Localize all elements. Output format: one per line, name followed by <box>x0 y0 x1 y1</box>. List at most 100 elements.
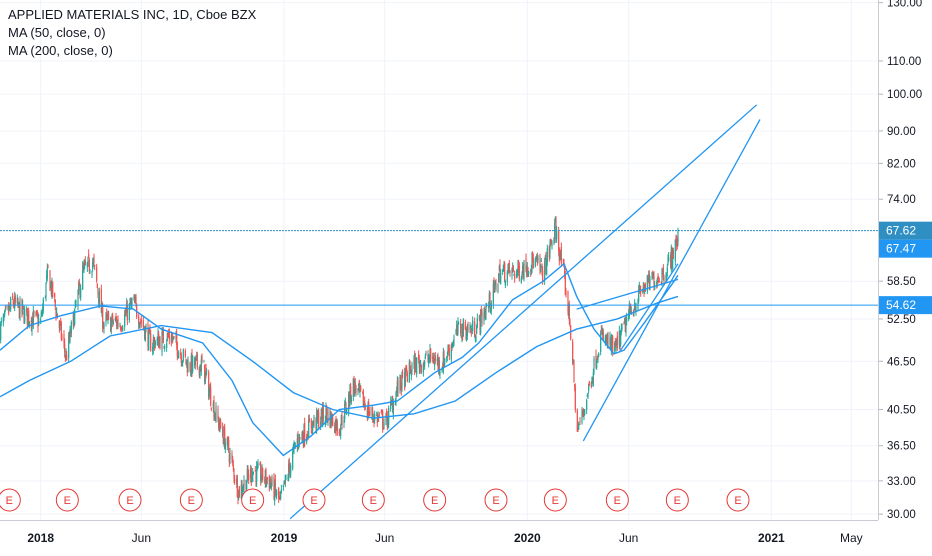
candle-body <box>430 348 432 360</box>
candle-body <box>344 402 346 405</box>
candle-body <box>573 363 575 382</box>
candle-body <box>91 271 93 275</box>
candle-body <box>359 386 361 393</box>
trend-line-2[interactable] <box>582 119 761 442</box>
candle-body <box>78 283 80 291</box>
earnings-marker[interactable]: E <box>423 488 447 512</box>
legend-ma200[interactable]: MA (200, close, 0) <box>8 43 113 58</box>
candle-body <box>302 435 304 445</box>
earnings-marker[interactable]: E <box>361 488 385 512</box>
candle-body <box>410 372 412 376</box>
candle-body <box>222 426 224 437</box>
candle-body <box>368 412 370 415</box>
candle-body <box>303 424 305 446</box>
earnings-marker[interactable]: E <box>726 488 750 512</box>
candle-body <box>452 343 454 347</box>
earnings-marker[interactable]: E <box>241 488 265 512</box>
candle-body <box>579 420 581 422</box>
candle-body <box>40 312 42 317</box>
time-tick-label: Jun <box>375 531 394 545</box>
candle-body <box>270 478 272 485</box>
candle-body <box>464 322 466 330</box>
candle-body <box>451 345 453 347</box>
candle-body <box>550 240 552 242</box>
earnings-circle <box>665 488 689 512</box>
candle-body <box>498 266 500 271</box>
earnings-marker[interactable]: E <box>665 488 689 512</box>
ma200-line[interactable] <box>0 295 679 419</box>
candle-body <box>287 476 289 479</box>
candle-body <box>191 352 193 373</box>
candle-body <box>108 314 110 316</box>
earnings-marker[interactable]: E <box>179 488 203 512</box>
hline-price-label-2[interactable]: 54.62 <box>886 298 916 312</box>
trend-line-3[interactable] <box>576 278 679 310</box>
candle-body <box>651 272 653 277</box>
candle-body <box>402 373 404 375</box>
candle-body <box>556 230 558 239</box>
candle-body <box>306 434 308 436</box>
trend-line-4[interactable] <box>620 263 679 351</box>
candle-body <box>600 333 602 353</box>
candle-body <box>394 402 396 405</box>
time-scale[interactable]: 2018 Jun 2019 Jun 2020 Jun 2021 May <box>0 520 878 551</box>
candle-body <box>289 464 291 474</box>
candle-body <box>299 437 301 439</box>
trend-line-1[interactable] <box>289 104 758 520</box>
candle-body <box>28 322 30 326</box>
earnings-label: E <box>6 495 13 507</box>
candle-body <box>66 355 68 361</box>
hline-price-label-1[interactable]: 67.62 <box>886 224 916 238</box>
candle-body <box>19 299 21 321</box>
candle-body <box>675 237 677 239</box>
ma50-line[interactable] <box>0 262 679 457</box>
price-tick-label: 46.50 <box>887 356 916 368</box>
candle-body <box>237 498 239 500</box>
candle-body <box>437 356 439 367</box>
candle-body <box>334 420 336 433</box>
candle-body <box>434 358 436 366</box>
candle-body <box>84 260 86 265</box>
candle-body <box>532 252 534 261</box>
candle-body <box>405 365 407 370</box>
earnings-marker[interactable]: E <box>118 488 142 512</box>
candle-body <box>460 335 462 338</box>
candle-body <box>79 284 81 296</box>
candle-body <box>220 421 222 428</box>
candle-body <box>367 404 369 419</box>
earnings-marker[interactable]: E <box>484 488 508 512</box>
legend-ma50[interactable]: MA (50, close, 0) <box>8 25 106 40</box>
candle-body <box>78 281 80 286</box>
price-tick-label: 40.50 <box>887 404 916 416</box>
candle-body <box>116 320 118 329</box>
legend-symbol-title[interactable]: APPLIED MATERIALS INC, 1D, Cboe BZX <box>8 7 257 22</box>
earnings-marker[interactable]: E <box>605 488 629 512</box>
candle-body <box>363 402 365 408</box>
candle-body <box>75 303 77 305</box>
candle-body <box>24 309 26 323</box>
candle-body <box>596 358 598 360</box>
earnings-marker[interactable]: E <box>302 488 326 512</box>
candle-body <box>588 384 590 391</box>
candle-body <box>8 306 10 313</box>
candle-body <box>350 396 352 402</box>
candle-body <box>205 368 207 374</box>
earnings-marker[interactable]: E <box>55 488 79 512</box>
candle-body <box>544 256 546 259</box>
price-tick-label: 82.00 <box>887 158 916 170</box>
current-price-label[interactable]: 67.47 <box>886 242 916 256</box>
time-tick-label: 2020 <box>514 531 541 545</box>
earnings-circle <box>118 488 142 512</box>
candle-body <box>280 489 282 493</box>
earnings-marker[interactable]: E <box>543 488 567 512</box>
candle-body <box>448 348 450 352</box>
earnings-marker[interactable]: E <box>0 488 21 512</box>
hline-price-label-1-bg <box>879 221 932 240</box>
candle-body <box>456 325 458 332</box>
price-scale[interactable]: 130.00 110.00 100.00 90.00 82.00 74.00 58.50 52… <box>878 0 932 521</box>
candle-body <box>260 465 262 482</box>
candle-body <box>163 346 165 347</box>
earnings-circle <box>484 488 508 512</box>
